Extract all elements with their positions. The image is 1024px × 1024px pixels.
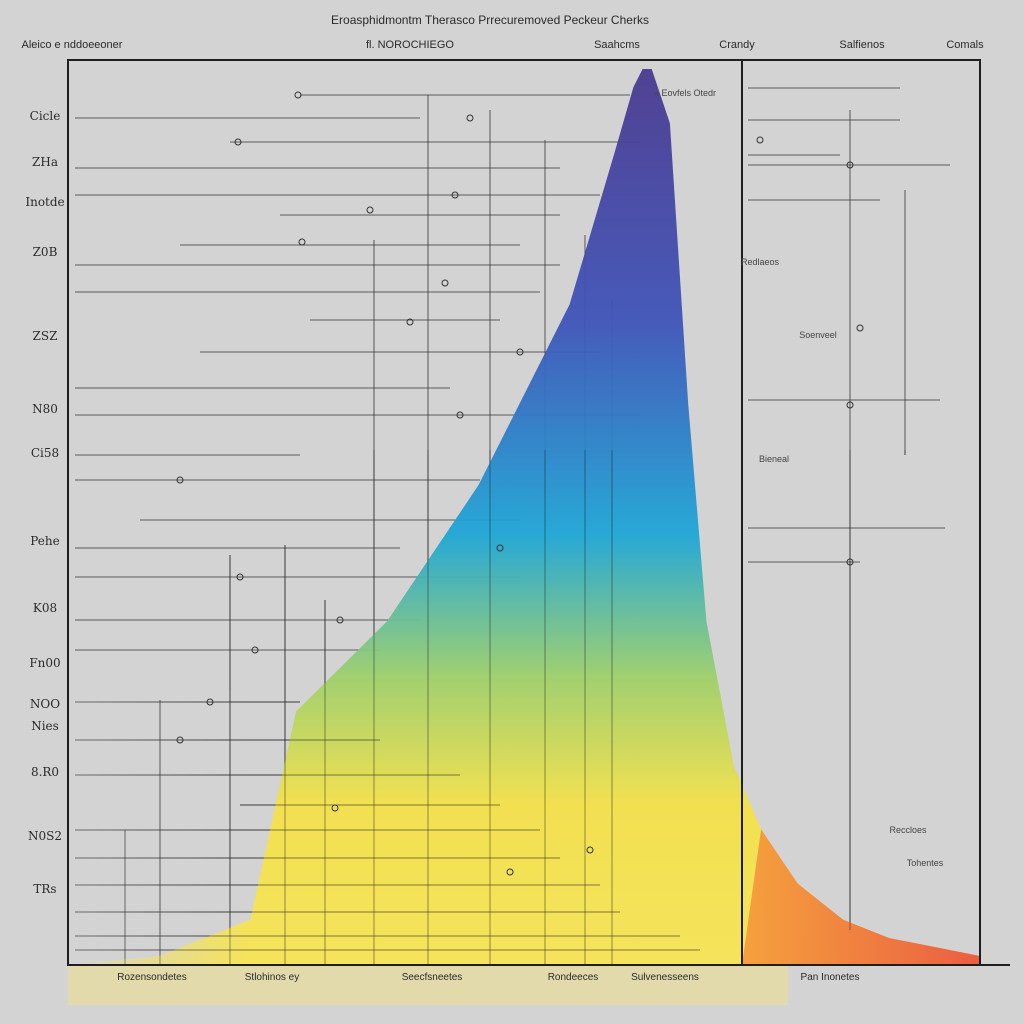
y-tick-label: Inotde — [25, 195, 64, 209]
node-marker — [251, 646, 259, 654]
node-marker — [236, 573, 244, 581]
y-tick-label: Ci58 — [31, 446, 59, 460]
node-marker — [366, 206, 374, 214]
node-marker — [516, 348, 524, 356]
node-marker — [846, 161, 854, 169]
bottom-band — [68, 965, 788, 1005]
node-marker — [846, 401, 854, 409]
annotation-label: Tohentes — [907, 858, 944, 868]
node-marker — [294, 91, 302, 99]
header-label: Crandy — [719, 39, 755, 51]
header-label: Aleico e nddoeeoner — [22, 39, 123, 51]
y-tick-label: N0S2 — [28, 829, 62, 843]
y-tick-label: Nies — [31, 719, 59, 733]
node-marker — [451, 191, 459, 199]
header-label: fl. NOROCHIEGO — [366, 39, 454, 51]
header-label: Salfienos — [839, 39, 885, 51]
node-marker — [586, 846, 594, 854]
y-tick-label: NOO — [30, 697, 60, 711]
header-label: Saahcms — [594, 39, 640, 51]
y-tick-label: Cicle — [30, 109, 61, 123]
y-tick-label: ZSZ — [33, 329, 58, 343]
node-marker — [234, 138, 242, 146]
node-marker — [336, 616, 344, 624]
node-marker — [856, 324, 864, 332]
annotation-label: » Eovfels Otedr — [654, 88, 716, 98]
node-marker — [456, 411, 464, 419]
node-marker — [496, 544, 504, 552]
node-marker — [756, 136, 764, 144]
node-marker — [331, 804, 339, 812]
node-marker — [206, 698, 214, 706]
y-tick-label: Fn00 — [29, 656, 60, 670]
annotation-label: Bieneal — [759, 454, 789, 464]
y-tick-label: TRs — [33, 882, 56, 896]
node-marker — [466, 114, 474, 122]
chart-labels: Eroasphidmontm Therasco Prrecuremoved Pe… — [22, 13, 985, 983]
x-tick-label: Sulvenesseens — [631, 972, 699, 983]
y-tick-label: K08 — [33, 601, 57, 615]
node-marker — [298, 238, 306, 246]
area-series — [68, 69, 980, 965]
y-tick-label: ZHa — [32, 155, 58, 169]
node-marker — [441, 279, 449, 287]
node-marker — [176, 736, 184, 744]
plot-frame — [67, 59, 1010, 966]
annotation-label: Reccloes — [889, 825, 927, 835]
header-label: Comals — [946, 39, 984, 51]
y-tick-label: Pehe — [30, 534, 59, 548]
y-tick-label: 8.R0 — [31, 765, 59, 779]
annotation-label: Redlaeos — [741, 257, 780, 267]
data-area — [68, 69, 980, 1005]
annotation-label: Soenveel — [799, 330, 837, 340]
x-tick-label: Stlohinos ey — [245, 972, 299, 983]
x-tick-label: Rondeeces — [548, 972, 599, 983]
node-marker — [176, 476, 184, 484]
y-tick-label: Z0B — [33, 245, 58, 259]
x-tick-label: Rozensondetes — [117, 972, 187, 983]
node-marker — [506, 868, 514, 876]
node-marker — [406, 318, 414, 326]
chart-title: Eroasphidmontm Therasco Prrecuremoved Pe… — [331, 13, 649, 27]
y-tick-label: N80 — [32, 402, 58, 416]
node-marker — [846, 558, 854, 566]
x-tick-label: Seecfsneetes — [402, 972, 463, 983]
area-tail — [742, 829, 980, 965]
x-tick-label: Pan Inonetes — [801, 972, 860, 983]
area-fade — [68, 690, 248, 965]
